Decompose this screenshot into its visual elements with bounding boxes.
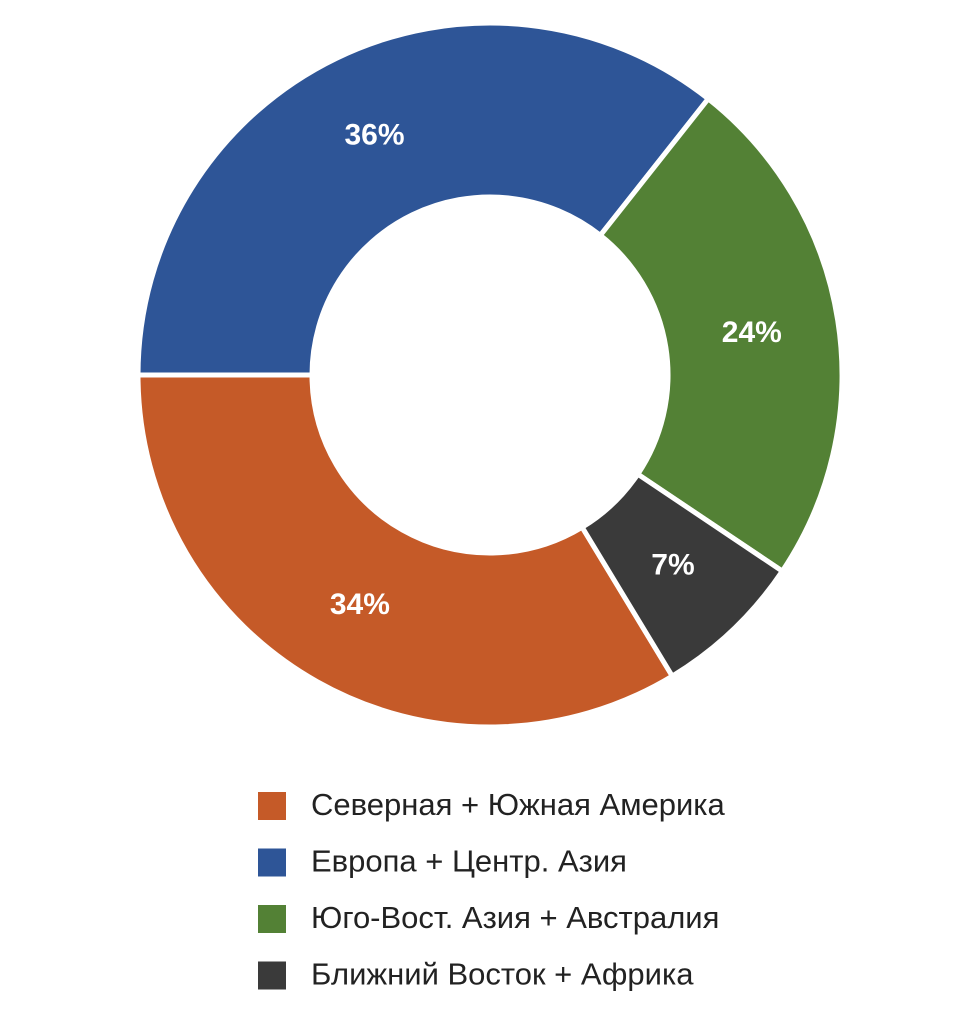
data-label: 36% bbox=[344, 118, 404, 151]
legend-label: Юго-Вост. Азия + Австралия bbox=[311, 900, 719, 935]
data-label: 34% bbox=[330, 588, 390, 621]
donut-segment bbox=[578, 470, 786, 680]
legend-label: Ближний Восток + Африка bbox=[311, 957, 694, 992]
data-label: 7% bbox=[651, 549, 694, 582]
legend-swatch bbox=[258, 905, 286, 933]
donut-segment bbox=[135, 20, 712, 378]
legend-swatch bbox=[258, 961, 286, 990]
data-label: 24% bbox=[722, 316, 782, 349]
legend-swatch bbox=[258, 792, 286, 820]
legend-swatch bbox=[258, 848, 286, 877]
donut-segment bbox=[596, 95, 845, 575]
legend-label: Северная + Южная Америка bbox=[311, 787, 726, 822]
donut-segment bbox=[135, 372, 676, 730]
legend-label: Европа + Центр. Азия bbox=[311, 844, 627, 879]
